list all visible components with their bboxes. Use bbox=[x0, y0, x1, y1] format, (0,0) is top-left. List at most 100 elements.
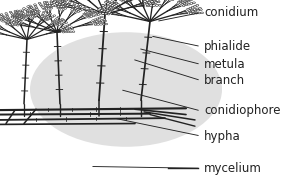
Circle shape bbox=[55, 21, 58, 23]
Circle shape bbox=[187, 8, 189, 10]
Circle shape bbox=[152, 2, 154, 4]
Circle shape bbox=[36, 10, 39, 12]
Circle shape bbox=[185, 4, 188, 6]
Circle shape bbox=[90, 13, 93, 15]
Circle shape bbox=[146, 3, 149, 5]
Circle shape bbox=[104, 6, 106, 8]
Circle shape bbox=[14, 12, 17, 13]
Circle shape bbox=[152, 5, 155, 6]
Circle shape bbox=[25, 9, 27, 10]
Circle shape bbox=[29, 9, 32, 10]
Circle shape bbox=[105, 11, 108, 13]
Circle shape bbox=[190, 9, 193, 11]
Circle shape bbox=[56, 18, 58, 19]
Circle shape bbox=[50, 6, 53, 8]
Circle shape bbox=[34, 16, 36, 18]
Circle shape bbox=[66, 29, 69, 31]
Circle shape bbox=[200, 9, 202, 10]
Circle shape bbox=[34, 11, 37, 12]
Circle shape bbox=[56, 2, 59, 4]
Circle shape bbox=[61, 4, 64, 6]
Circle shape bbox=[93, 21, 95, 23]
Circle shape bbox=[15, 22, 17, 24]
Circle shape bbox=[16, 24, 19, 26]
Circle shape bbox=[32, 11, 35, 13]
Circle shape bbox=[61, 0, 64, 2]
Circle shape bbox=[179, 0, 182, 2]
Circle shape bbox=[11, 24, 14, 25]
Circle shape bbox=[20, 21, 22, 22]
Circle shape bbox=[40, 5, 43, 7]
Circle shape bbox=[8, 24, 11, 25]
Circle shape bbox=[43, 1, 46, 3]
Circle shape bbox=[31, 10, 34, 12]
Circle shape bbox=[81, 9, 83, 10]
Circle shape bbox=[55, 3, 58, 4]
Circle shape bbox=[96, 12, 99, 14]
Circle shape bbox=[63, 23, 65, 24]
Circle shape bbox=[101, 21, 104, 22]
Circle shape bbox=[76, 6, 78, 8]
Circle shape bbox=[56, 1, 58, 2]
Circle shape bbox=[45, 6, 47, 8]
Circle shape bbox=[2, 21, 4, 22]
Circle shape bbox=[67, 31, 70, 33]
Circle shape bbox=[62, 19, 65, 21]
Circle shape bbox=[103, 10, 106, 12]
Circle shape bbox=[19, 10, 22, 12]
Circle shape bbox=[196, 4, 199, 6]
Circle shape bbox=[93, 10, 96, 12]
Circle shape bbox=[103, 19, 106, 21]
Circle shape bbox=[101, 5, 104, 6]
Circle shape bbox=[8, 18, 10, 20]
Circle shape bbox=[97, 14, 100, 15]
Circle shape bbox=[40, 17, 43, 19]
Circle shape bbox=[26, 10, 29, 12]
Circle shape bbox=[74, 3, 76, 4]
Circle shape bbox=[110, 3, 113, 4]
Circle shape bbox=[17, 23, 20, 25]
Circle shape bbox=[58, 24, 61, 25]
Circle shape bbox=[60, 28, 62, 29]
Circle shape bbox=[63, 3, 66, 4]
Circle shape bbox=[65, 0, 68, 1]
Circle shape bbox=[42, 18, 45, 19]
Text: conidium: conidium bbox=[204, 6, 258, 19]
Circle shape bbox=[0, 16, 2, 17]
Circle shape bbox=[50, 3, 53, 4]
Circle shape bbox=[32, 14, 34, 16]
Circle shape bbox=[45, 17, 48, 18]
Circle shape bbox=[21, 10, 24, 11]
Circle shape bbox=[194, 6, 196, 7]
Circle shape bbox=[56, 24, 58, 26]
Text: hypha: hypha bbox=[204, 130, 241, 142]
Circle shape bbox=[90, 16, 93, 17]
Circle shape bbox=[46, 3, 49, 4]
Circle shape bbox=[196, 8, 199, 10]
Circle shape bbox=[46, 14, 49, 15]
Circle shape bbox=[182, 1, 184, 3]
Circle shape bbox=[64, 30, 67, 31]
Circle shape bbox=[101, 4, 104, 6]
Circle shape bbox=[66, 5, 69, 6]
Circle shape bbox=[155, 4, 158, 6]
Circle shape bbox=[18, 15, 21, 17]
Circle shape bbox=[153, 0, 156, 2]
Circle shape bbox=[21, 15, 24, 17]
Circle shape bbox=[52, 2, 56, 4]
Circle shape bbox=[61, 18, 64, 20]
Circle shape bbox=[83, 7, 86, 9]
Circle shape bbox=[62, 3, 65, 4]
Circle shape bbox=[201, 12, 203, 14]
Circle shape bbox=[51, 21, 54, 23]
Circle shape bbox=[94, 24, 97, 25]
Circle shape bbox=[63, 1, 66, 3]
Circle shape bbox=[61, 7, 64, 9]
Circle shape bbox=[113, 1, 116, 3]
Circle shape bbox=[24, 14, 26, 16]
Circle shape bbox=[99, 12, 102, 14]
Circle shape bbox=[26, 13, 29, 14]
Circle shape bbox=[57, 20, 60, 22]
Circle shape bbox=[26, 9, 28, 11]
Circle shape bbox=[122, 0, 124, 2]
